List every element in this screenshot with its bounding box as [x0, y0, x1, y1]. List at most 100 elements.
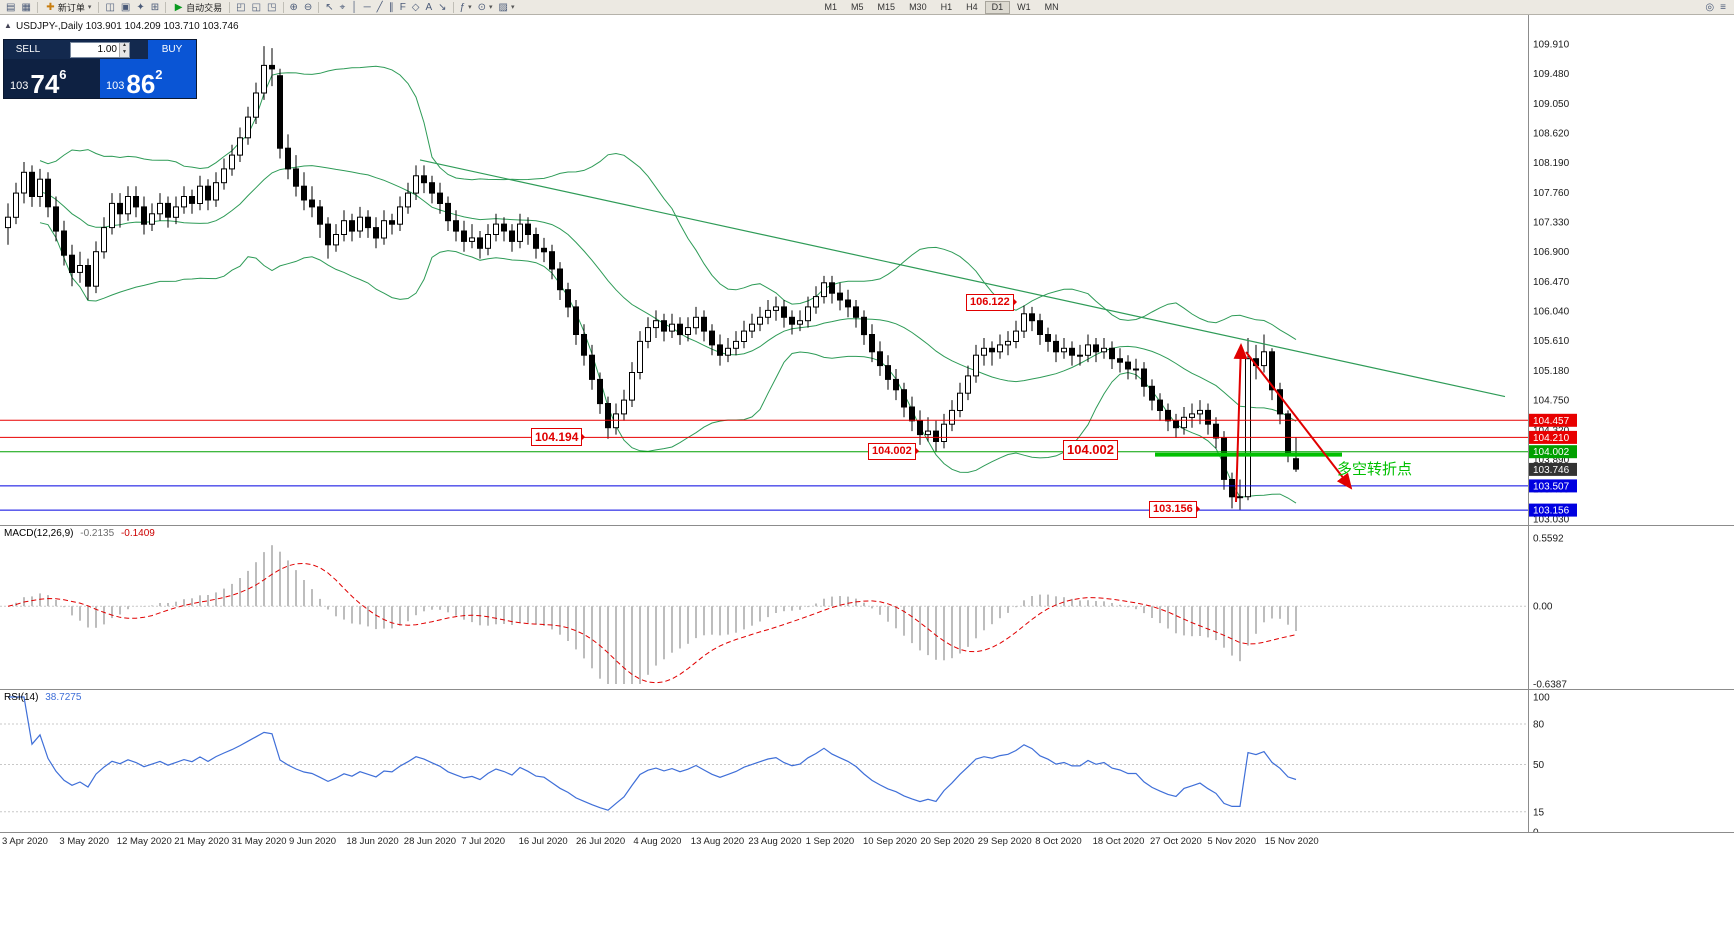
timeframe-m1-button[interactable]: M1: [818, 1, 845, 14]
date-tick-label: 8 Oct 2020: [1035, 836, 1082, 847]
market-watch-icon[interactable]: ◫: [105, 1, 115, 13]
price-callout-label[interactable]: 106.122: [966, 294, 1017, 311]
arrow-objects-icon[interactable]: ↘: [438, 1, 447, 13]
price-tag-label: 104.457: [1533, 416, 1570, 427]
candle: [813, 296, 819, 308]
zoom-in-icon[interactable]: ⊕: [289, 1, 298, 13]
price-plot[interactable]: [0, 46, 1528, 511]
candle: [85, 265, 91, 287]
candle: [213, 182, 219, 201]
rsi-panel[interactable]: 100 80 50 15 0 RSI(14) 38.7275: [0, 689, 1734, 833]
channel-icon[interactable]: ∥: [388, 1, 394, 13]
tile-vertical-icon[interactable]: ◳: [267, 1, 277, 13]
templates-icon[interactable]: ▨ ▾: [498, 1, 515, 13]
crosshair-icon[interactable]: ⌖: [339, 1, 346, 13]
price-tick-label: 104.750: [1533, 396, 1570, 407]
candle: [341, 220, 347, 235]
candle: [1269, 351, 1275, 391]
candle: [989, 347, 995, 353]
candle: [941, 423, 947, 443]
vertical-line-icon[interactable]: │: [351, 1, 358, 13]
cascade-windows-icon[interactable]: ◰: [236, 1, 246, 13]
volume-spinner[interactable]: ▲ ▼: [119, 41, 129, 57]
candle: [973, 354, 979, 377]
price-callout-label[interactable]: 104.002: [868, 443, 919, 460]
trend-arrow[interactable]: [1233, 343, 1248, 503]
candle: [981, 347, 987, 356]
price-callout-label[interactable]: 104.002: [1063, 440, 1118, 460]
sell-price[interactable]: 103 74 6: [4, 59, 100, 98]
trendline-icon[interactable]: ╱: [376, 1, 383, 13]
fibonacci-icon[interactable]: F: [399, 1, 406, 13]
buy-price[interactable]: 103 86 2: [100, 59, 196, 98]
candle: [645, 327, 651, 342]
zoom-out-icon[interactable]: ⊖: [303, 1, 313, 13]
indicators-icon[interactable]: ƒ ▾: [459, 1, 472, 13]
rsi-label: RSI(14) 38.7275: [4, 692, 81, 703]
descending-trendline[interactable]: [419, 159, 1506, 398]
candle: [509, 230, 515, 242]
terminal-icon[interactable]: ⊞: [150, 1, 160, 13]
candle: [461, 230, 467, 242]
new-order-button[interactable]: ✚ 新订单 ▾: [42, 1, 95, 14]
candle: [1213, 423, 1219, 439]
main-chart-canvas[interactable]: 109.910 109.480 109.050 108.620 108.190 107.7…: [0, 15, 1734, 525]
price-tick-label: 106.900: [1533, 247, 1570, 258]
horizontal-line-icon[interactable]: ─: [363, 1, 371, 13]
candle: [61, 230, 67, 256]
periods-icon[interactable]: ⊙ ▾: [477, 1, 493, 13]
timeframe-m30-button[interactable]: M30: [902, 1, 934, 14]
navigator-icon[interactable]: ✦: [136, 1, 145, 13]
candle: [1013, 330, 1019, 343]
new-chart-icon[interactable]: ▤: [6, 1, 16, 13]
shapes-icon[interactable]: ◇: [411, 1, 420, 13]
timeframe-m15-button[interactable]: M15: [871, 1, 903, 14]
candle: [565, 289, 571, 308]
time-axis[interactable]: 3 Apr 2020 3 May 2020 12 May 2020 21 May 20…: [0, 832, 1734, 850]
timeframe-h4-button[interactable]: H4: [959, 1, 985, 14]
timeframe-mn-button[interactable]: MN: [1038, 1, 1066, 14]
candle: [1053, 340, 1059, 353]
candle: [773, 306, 779, 311]
main-chart-panel[interactable]: 109.910 109.480 109.050 108.620 108.190 107.7…: [0, 15, 1734, 525]
macd-canvas[interactable]: 0.5592 0.00 -0.6387: [0, 526, 1734, 690]
toolbar-separator: [452, 1, 454, 13]
timeframe-m5-button[interactable]: M5: [844, 1, 871, 14]
autotrading-button[interactable]: ▶ 自动交易: [170, 1, 225, 14]
candle: [853, 306, 859, 318]
price-callout-label[interactable]: 103.156: [1149, 501, 1200, 518]
chart-profiles-icon[interactable]: ▦: [21, 1, 31, 13]
rsi-tick-label: 50: [1533, 760, 1545, 771]
annotation-text[interactable]: 多空转折点: [1337, 461, 1413, 478]
candle: [165, 202, 171, 218]
candle: [141, 206, 147, 225]
date-tick-label: 23 Aug 2020: [748, 836, 802, 847]
data-window-icon[interactable]: ▣: [120, 1, 131, 13]
trade-panel-toggle[interactable]: ▲: [4, 21, 12, 30]
volume-up-icon[interactable]: ▲: [122, 41, 127, 48]
candle: [1221, 437, 1227, 480]
timeframe-w1-button[interactable]: W1: [1010, 1, 1038, 14]
tile-horizontal-icon[interactable]: ◱: [251, 1, 262, 13]
buy-button[interactable]: BUY: [148, 40, 196, 59]
text-icon[interactable]: A: [425, 1, 433, 13]
candle: [629, 372, 635, 401]
macd-tick-label: -0.6387: [1533, 680, 1567, 691]
cursor-icon[interactable]: ↖: [325, 1, 334, 13]
volume-input[interactable]: 1.00 ▲ ▼: [70, 41, 130, 58]
candle: [869, 334, 875, 353]
sell-button[interactable]: SELL: [4, 40, 52, 59]
candle: [1165, 409, 1171, 422]
macd-panel[interactable]: 0.5592 0.00 -0.6387 MACD(12,26,9) -0.2135 …: [0, 525, 1734, 690]
trend-arrow[interactable]: [1245, 351, 1353, 490]
timeframe-d1-button[interactable]: D1: [984, 0, 1011, 14]
rsi-canvas[interactable]: 100 80 50 15 0: [0, 690, 1734, 833]
search-icon[interactable]: ◎: [1705, 1, 1715, 13]
new-order-icon: ✚: [46, 1, 55, 13]
candle: [117, 202, 123, 215]
candle: [197, 185, 203, 204]
timeframe-h1-button[interactable]: H1: [934, 1, 960, 14]
price-callout-label[interactable]: 104.194: [531, 428, 586, 447]
volume-down-icon[interactable]: ▼: [122, 48, 127, 55]
menu-icon[interactable]: ≡: [1720, 1, 1726, 13]
